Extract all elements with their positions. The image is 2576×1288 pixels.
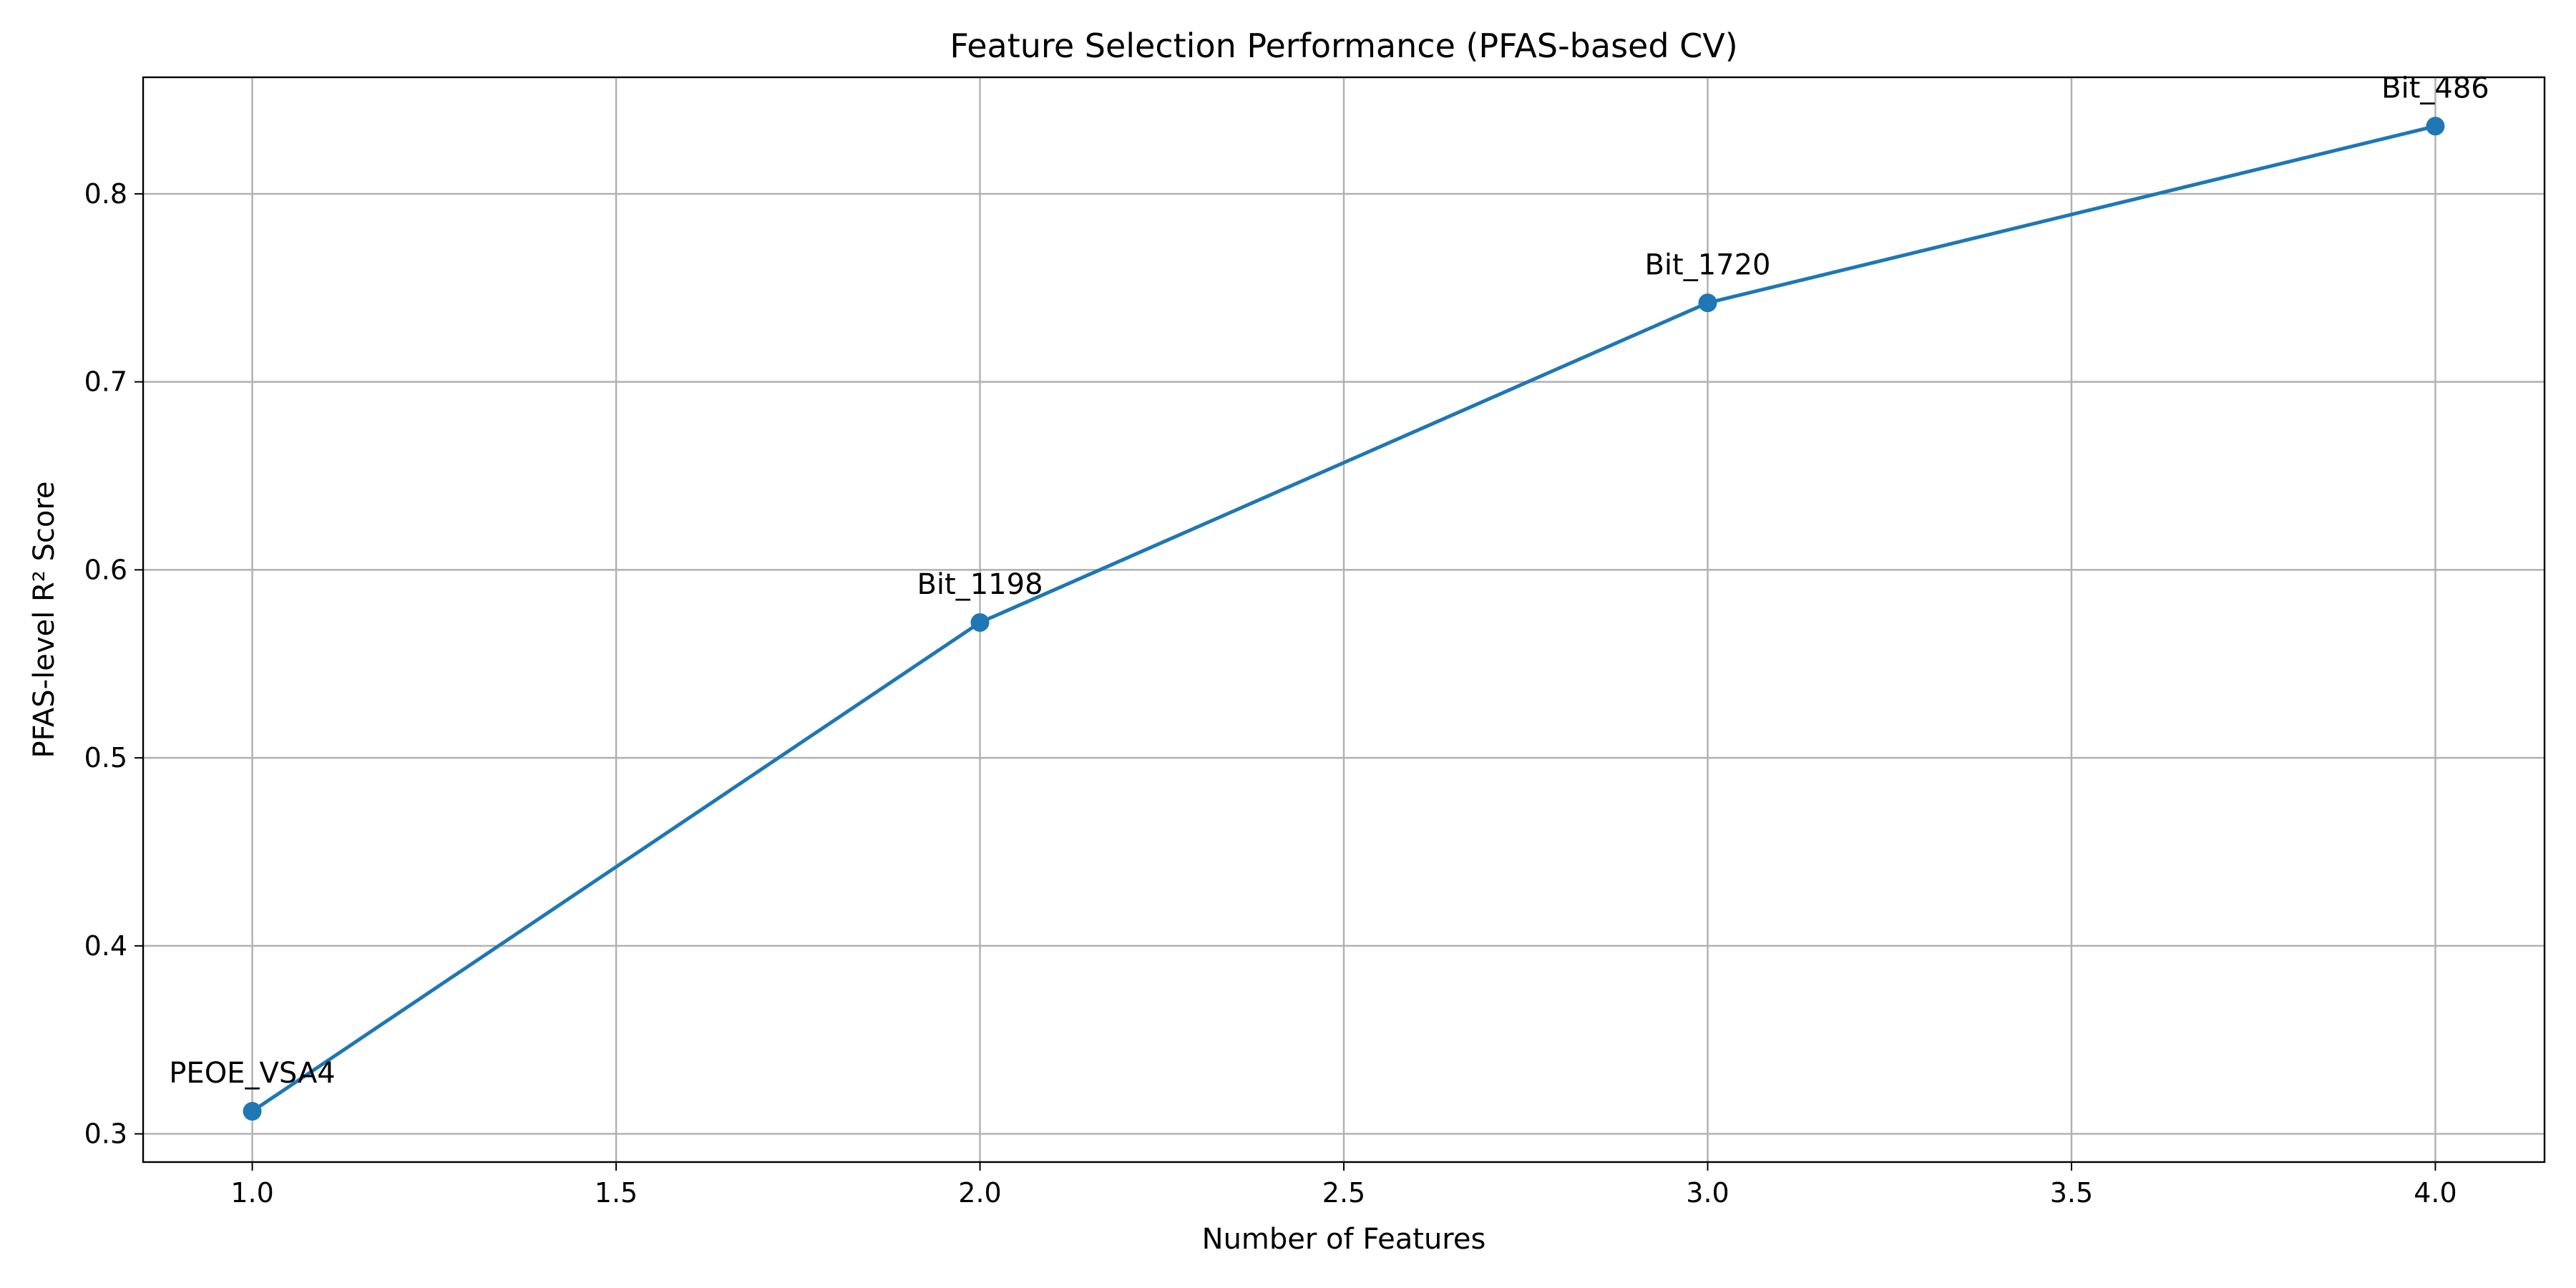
- plot-frame: [142, 76, 2546, 1163]
- x-tick-label: 2.5: [1322, 1177, 1365, 1209]
- x-tick-label: 3.0: [1686, 1177, 1729, 1209]
- y-tick-label: 0.6: [84, 554, 127, 585]
- point-label: Bit_1198: [917, 568, 1043, 601]
- axis-ticks: 1.0 1.5 2.0 2.5 3.0 3.5 4.0 0.3 0.4 0.5 0.6 0.7 0.8: [84, 178, 2457, 1209]
- series-line: [251, 124, 2436, 1113]
- x-tick-label: 1.5: [595, 1177, 638, 1209]
- y-tick-label: 0.3: [84, 1118, 127, 1150]
- y-tick-label: 0.4: [84, 930, 127, 962]
- series: [243, 117, 2445, 1121]
- data-point: [243, 1102, 262, 1121]
- data-point: [970, 613, 990, 632]
- data-point: [1698, 293, 1717, 313]
- point-label: PEOE_VSA4: [169, 1057, 335, 1090]
- y-tick-label: 0.7: [84, 366, 127, 398]
- y-tick-label: 0.8: [84, 178, 127, 210]
- point-label: Bit_1720: [1644, 248, 1770, 281]
- data-point: [2426, 117, 2445, 136]
- chart-title: Feature Selection Performance (PFAS-base…: [950, 26, 1737, 65]
- x-tick-label: 2.0: [958, 1177, 1001, 1209]
- x-tick-label: 1.0: [230, 1177, 273, 1209]
- y-tick-label: 0.5: [84, 742, 127, 774]
- y-axis-label: PFAS-level R² Score: [28, 481, 61, 758]
- x-tick-label: 4.0: [2414, 1177, 2457, 1209]
- x-tick-label: 3.5: [2050, 1177, 2093, 1209]
- x-axis-label: Number of Features: [1202, 1223, 1486, 1256]
